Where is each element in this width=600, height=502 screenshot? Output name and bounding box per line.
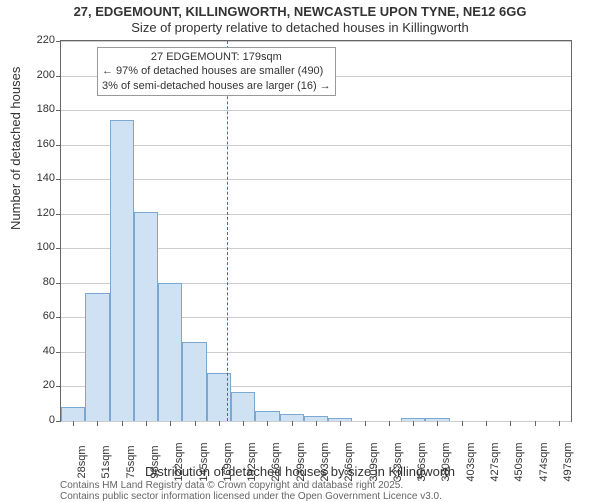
x-tick-label: 403sqm	[465, 442, 477, 481]
annotation-box: 27 EDGEMOUNT: 179sqm ← 97% of detached h…	[97, 47, 336, 96]
x-tick-mark	[243, 421, 244, 426]
x-tick-label: 192sqm	[246, 442, 258, 481]
y-tick-label: 80	[30, 276, 55, 288]
x-tick-mark	[316, 421, 317, 426]
y-tick-label: 180	[30, 103, 55, 115]
chart-container: 27, EDGEMOUNT, KILLINGWORTH, NEWCASTLE U…	[0, 0, 600, 500]
x-tick-mark	[413, 421, 414, 426]
x-tick-mark	[122, 421, 123, 426]
x-tick-label: 427sqm	[489, 442, 501, 481]
y-tick-label: 40	[30, 345, 55, 357]
reference-line	[227, 41, 228, 421]
plot-area: 27 EDGEMOUNT: 179sqm ← 97% of detached h…	[60, 40, 572, 422]
x-tick-label: 28sqm	[76, 445, 88, 478]
y-tick-mark	[56, 110, 61, 111]
x-tick-label: 286sqm	[343, 442, 355, 481]
y-tick-label: 120	[30, 207, 55, 219]
x-tick-label: 169sqm	[222, 442, 234, 481]
x-tick-mark	[195, 421, 196, 426]
gridline	[61, 179, 571, 180]
histogram-bar	[231, 392, 255, 421]
x-tick-mark	[462, 421, 463, 426]
y-tick-label: 100	[30, 241, 55, 253]
x-tick-label: 474sqm	[538, 442, 550, 481]
histogram-bar	[182, 342, 206, 421]
x-tick-mark	[340, 421, 341, 426]
x-tick-mark	[292, 421, 293, 426]
footer: Contains HM Land Registry data © Crown c…	[60, 480, 442, 502]
x-tick-mark	[267, 421, 268, 426]
chart-title-line2: Size of property relative to detached ho…	[0, 20, 600, 35]
gridline	[61, 145, 571, 146]
x-tick-label: 51sqm	[100, 445, 112, 478]
x-tick-mark	[535, 421, 536, 426]
x-tick-label: 75sqm	[125, 445, 137, 478]
y-tick-mark	[56, 76, 61, 77]
y-tick-mark	[56, 214, 61, 215]
x-tick-label: 450sqm	[513, 442, 525, 481]
x-tick-mark	[219, 421, 220, 426]
y-tick-label: 220	[30, 34, 55, 46]
y-tick-mark	[56, 386, 61, 387]
y-tick-mark	[56, 41, 61, 42]
footer-line1: Contains HM Land Registry data © Crown c…	[60, 480, 442, 491]
x-tick-label: 497sqm	[562, 442, 574, 481]
y-tick-label: 140	[30, 172, 55, 184]
histogram-bar	[158, 283, 182, 421]
y-tick-mark	[56, 283, 61, 284]
x-tick-mark	[559, 421, 560, 426]
histogram-bar	[110, 120, 134, 421]
histogram-bar	[134, 212, 158, 421]
x-tick-label: 239sqm	[295, 442, 307, 481]
x-tick-mark	[170, 421, 171, 426]
x-tick-label: 309sqm	[368, 442, 380, 481]
y-tick-mark	[56, 179, 61, 180]
footer-line2: Contains public sector information licen…	[60, 491, 442, 502]
x-tick-mark	[437, 421, 438, 426]
y-tick-label: 20	[30, 379, 55, 391]
y-tick-mark	[56, 352, 61, 353]
x-tick-mark	[389, 421, 390, 426]
annotation-line1: 27 EDGEMOUNT: 179sqm	[102, 50, 331, 64]
x-tick-label: 356sqm	[416, 442, 428, 481]
y-tick-label: 200	[30, 69, 55, 81]
x-tick-mark	[486, 421, 487, 426]
x-tick-label: 122sqm	[173, 442, 185, 481]
chart-title-line1: 27, EDGEMOUNT, KILLINGWORTH, NEWCASTLE U…	[0, 4, 600, 19]
annotation-line2: ← 97% of detached houses are smaller (49…	[102, 64, 331, 78]
y-tick-label: 0	[30, 414, 55, 426]
x-tick-mark	[97, 421, 98, 426]
x-tick-mark	[365, 421, 366, 426]
x-tick-mark	[146, 421, 147, 426]
y-tick-mark	[56, 248, 61, 249]
x-tick-mark	[510, 421, 511, 426]
x-tick-label: 333sqm	[392, 442, 404, 481]
histogram-bar	[280, 414, 304, 421]
y-tick-mark	[56, 317, 61, 318]
y-tick-label: 160	[30, 138, 55, 150]
x-tick-label: 216sqm	[270, 442, 282, 481]
y-tick-label: 60	[30, 310, 55, 322]
x-tick-label: 145sqm	[198, 442, 210, 481]
gridline	[61, 110, 571, 111]
histogram-bar	[255, 411, 279, 421]
x-tick-label: 263sqm	[319, 442, 331, 481]
annotation-line3: 3% of semi-detached houses are larger (1…	[102, 79, 331, 93]
histogram-bar	[85, 293, 109, 421]
gridline	[61, 41, 571, 42]
x-tick-label: 98sqm	[149, 445, 161, 478]
x-tick-label: 380sqm	[440, 442, 452, 481]
y-axis-label: Number of detached houses	[8, 67, 23, 230]
y-tick-mark	[56, 421, 61, 422]
x-tick-mark	[73, 421, 74, 426]
histogram-bar	[61, 407, 85, 421]
y-tick-mark	[56, 145, 61, 146]
